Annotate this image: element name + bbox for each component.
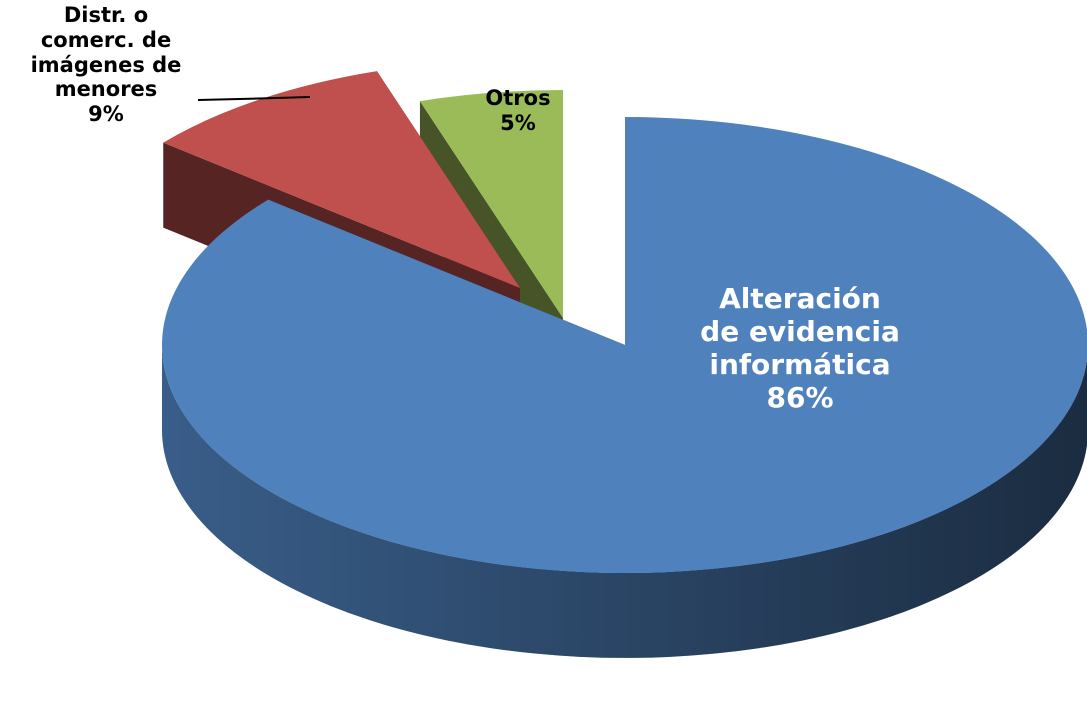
slice xyxy=(163,71,520,288)
slice-wall-shade xyxy=(162,345,1087,658)
value-label: 9% xyxy=(88,102,124,127)
value-label: 5% xyxy=(500,110,536,135)
value-label: 86% xyxy=(766,381,834,415)
category-label: Alteración de evidencia informática xyxy=(700,282,900,382)
slice-label: Alteración de evidencia informática 86% xyxy=(695,282,905,414)
category-label: Otros xyxy=(485,86,551,110)
slice xyxy=(419,90,563,318)
category-label: Distr. o comerc. de imágenes de menores xyxy=(30,3,182,102)
slice-label: Otros 5% xyxy=(478,86,558,136)
slice-label: Distr. o comerc. de imágenes de menores … xyxy=(16,3,196,127)
slice xyxy=(162,117,1087,573)
leader-line xyxy=(197,96,311,101)
